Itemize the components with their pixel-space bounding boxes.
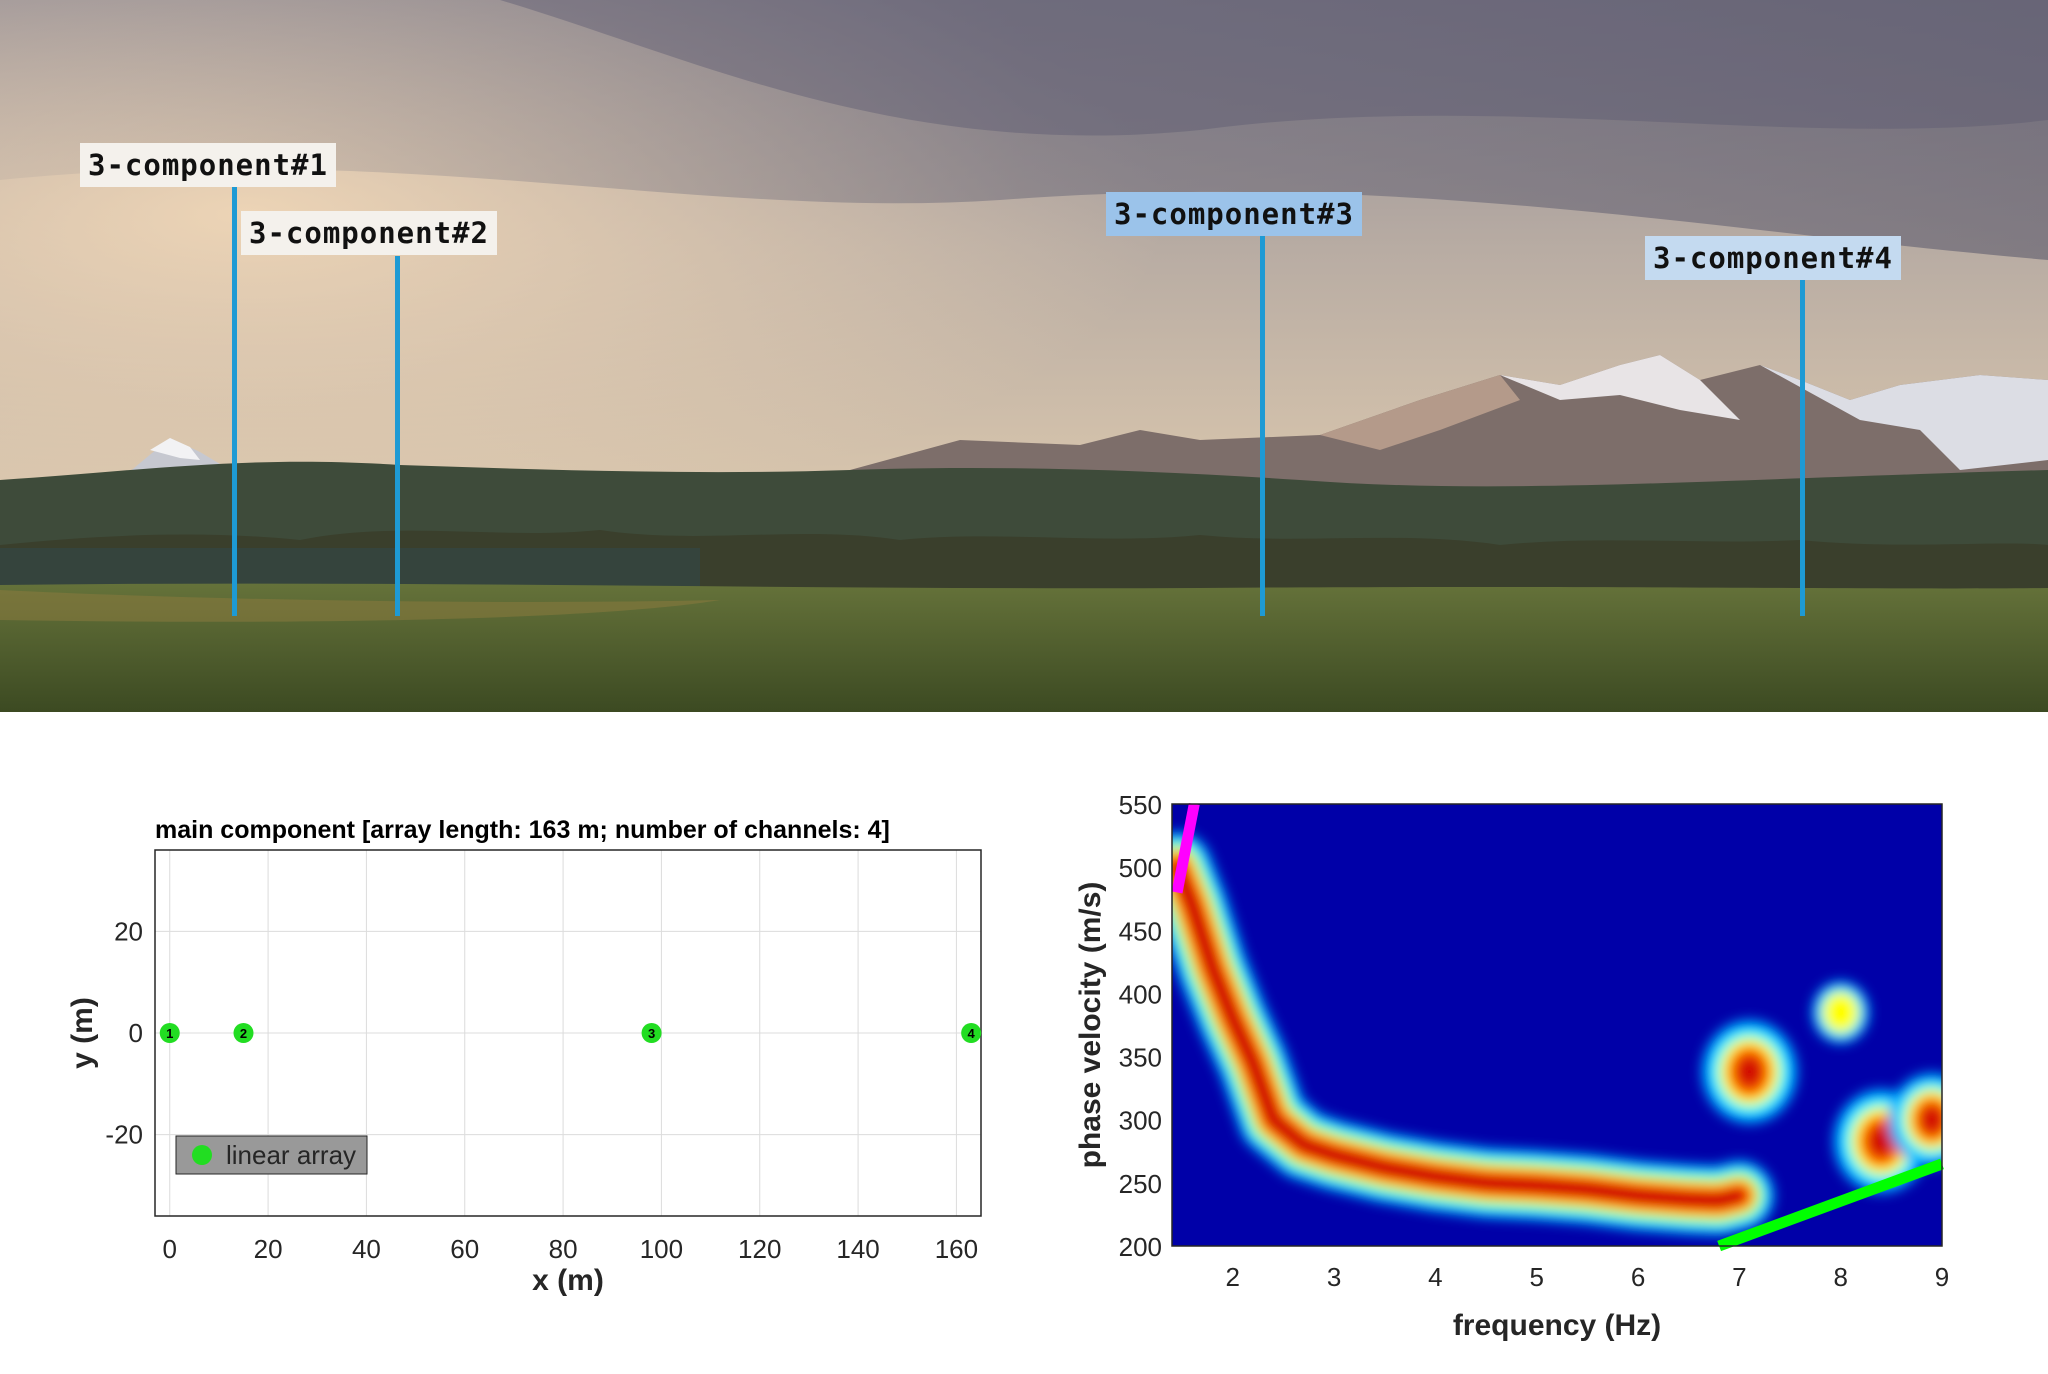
landscape-photo: 3-component#1 3-component#2 3-component#… xyxy=(0,0,2048,712)
y-tick-label: 250 xyxy=(1119,1169,1162,1199)
grid xyxy=(155,850,981,1216)
station-3-pole xyxy=(1260,232,1265,616)
station-1-label: 3-component#1 xyxy=(80,143,336,187)
y-tick-label: -20 xyxy=(105,1120,143,1150)
point-label-2: 2 xyxy=(240,1026,247,1041)
overlay-line xyxy=(1717,1158,1944,1252)
x-tick-label: 4 xyxy=(1428,1262,1442,1292)
plots-area: main component [array length: 163 m; num… xyxy=(66,790,1950,1342)
array-geometry-chart: main component [array length: 163 m; num… xyxy=(66,816,982,1297)
legend: linear array xyxy=(175,1135,368,1175)
x-tick-labels: 0 20 40 60 80 100 120 140 160 xyxy=(163,1234,979,1264)
x-tick-label: 80 xyxy=(549,1234,578,1264)
station-2-label: 3-component#2 xyxy=(241,211,497,255)
x-tick-label: 2 xyxy=(1226,1262,1240,1292)
legend-box xyxy=(175,1135,368,1175)
x-tick-label: 160 xyxy=(935,1234,978,1264)
x-tick-label: 60 xyxy=(450,1234,479,1264)
x-tick-label: 3 xyxy=(1327,1262,1341,1292)
station-4-pole xyxy=(1800,273,1805,616)
legend-label: linear array xyxy=(226,1140,356,1170)
station-1-pole xyxy=(232,186,237,616)
x-tick-label: 100 xyxy=(640,1234,683,1264)
y-tick-label: 500 xyxy=(1119,853,1162,883)
energy-blob xyxy=(1920,1105,1942,1135)
y-tick-label: 20 xyxy=(114,916,143,946)
energy-blob xyxy=(1822,991,1859,1033)
x-tick-label: 120 xyxy=(738,1234,781,1264)
legend-marker xyxy=(192,1145,212,1165)
y-tick-label: 350 xyxy=(1119,1043,1162,1073)
overlay-lines xyxy=(1171,802,1944,1252)
x-tick-label: 9 xyxy=(1935,1262,1949,1292)
ridge-band xyxy=(1172,861,1746,1207)
station-4-label: 3-component#4 xyxy=(1645,236,1901,280)
point-marker-2 xyxy=(233,1023,254,1043)
data-points: 1 2 3 4 xyxy=(159,1023,982,1043)
x-axis-label: x (m) xyxy=(532,1264,604,1297)
y-tick-label: 400 xyxy=(1119,979,1162,1009)
x-tick-labels: 2 3 4 5 6 7 8 9 xyxy=(1226,1262,1950,1292)
x-tick-label: 40 xyxy=(352,1234,381,1264)
station-3-label: 3-component#3 xyxy=(1106,192,1362,236)
x-tick-label: 20 xyxy=(254,1234,283,1264)
x-tick-label: 5 xyxy=(1530,1262,1544,1292)
point-marker-3 xyxy=(641,1023,662,1043)
x-tick-label: 6 xyxy=(1631,1262,1645,1292)
landscape-illustration xyxy=(0,0,2048,712)
point-marker-4 xyxy=(961,1023,982,1043)
y-tick-labels: 20 0 -20 xyxy=(105,916,143,1149)
x-tick-label: 0 xyxy=(163,1234,177,1264)
x-tick-label: 140 xyxy=(836,1234,879,1264)
overlay-line xyxy=(1171,802,1200,894)
station-2-pole xyxy=(395,256,400,616)
point-label-1: 1 xyxy=(166,1026,173,1041)
heatmap-image xyxy=(1172,804,1942,1246)
y-tick-label: 550 xyxy=(1119,790,1162,820)
plot-frame xyxy=(1171,803,1943,1247)
x-axis-label: frequency (Hz) xyxy=(1453,1309,1661,1342)
x-tick-label: 8 xyxy=(1833,1262,1847,1292)
y-tick-label: 0 xyxy=(129,1018,143,1048)
y-axis-label: phase velocity (m/s) xyxy=(1074,882,1107,1169)
y-tick-labels: 550 500 450 400 350 300 250 200 xyxy=(1119,790,1162,1262)
y-tick-label: 450 xyxy=(1119,916,1162,946)
energy-blob xyxy=(1868,1125,1895,1158)
x-tick-label: 7 xyxy=(1732,1262,1746,1292)
y-tick-label: 200 xyxy=(1119,1232,1162,1262)
y-tick-label: 300 xyxy=(1119,1106,1162,1136)
point-label-4: 4 xyxy=(968,1026,976,1041)
dispersion-chart: 2 3 4 5 6 7 8 9 550 500 450 400 350 300 250 200 freque… xyxy=(1074,790,1950,1342)
chart-title: main component [array length: 163 m; num… xyxy=(155,816,890,844)
y-axis-label: y (m) xyxy=(66,997,99,1069)
energy-blob xyxy=(1736,1055,1763,1088)
point-label-3: 3 xyxy=(648,1026,655,1041)
point-marker-1 xyxy=(159,1023,180,1043)
